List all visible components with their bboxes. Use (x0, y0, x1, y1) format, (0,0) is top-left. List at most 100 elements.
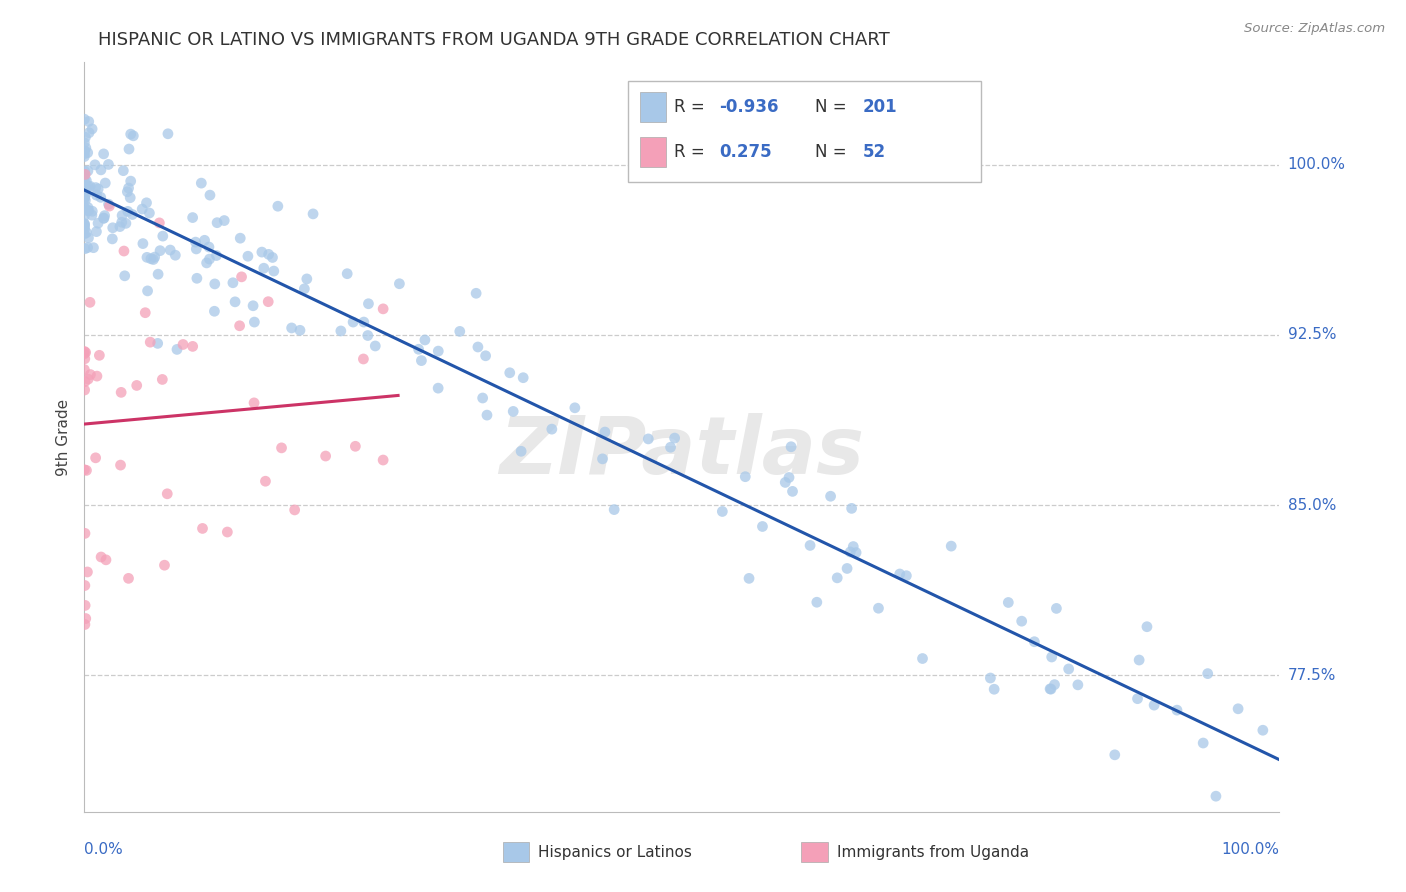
Text: 85.0%: 85.0% (1288, 498, 1336, 513)
Point (80, 208, 103, 222)
Text: 0.0%: 0.0% (84, 842, 124, 856)
Point (84, 180, 107, 194)
Point (212, 213, 235, 227)
Point (79, 368, 101, 382)
Point (1040, 650, 1063, 665)
Text: 100.0%: 100.0% (1222, 842, 1279, 856)
Point (1197, 666, 1219, 681)
Point (868, 601, 890, 615)
Point (143, 250, 166, 264)
Point (228, 318, 250, 333)
Point (75, 463, 97, 477)
Point (896, 568, 918, 582)
Text: Source: ZipAtlas.com: Source: ZipAtlas.com (1244, 22, 1385, 36)
Point (342, 315, 364, 329)
Point (449, 325, 471, 339)
Point (344, 439, 367, 453)
Point (73, 190, 96, 204)
Point (1104, 747, 1126, 762)
Point (156, 127, 179, 141)
Point (75, 180, 97, 194)
Point (142, 252, 165, 267)
Point (411, 353, 433, 368)
Point (1205, 789, 1227, 804)
Point (288, 323, 311, 337)
Point (90, 162, 112, 177)
Point (120, 127, 142, 141)
Point (592, 451, 614, 466)
Point (198, 240, 221, 254)
Point (329, 324, 352, 338)
Point (997, 595, 1019, 609)
Point (711, 504, 734, 518)
Point (190, 176, 212, 190)
Point (73, 344, 96, 359)
Text: 52: 52 (862, 144, 886, 161)
Point (73, 383, 96, 397)
Point (357, 328, 380, 343)
Point (117, 204, 139, 219)
Text: HISPANIC OR LATINO VS IMMIGRANTS FROM UGANDA 9TH GRADE CORRELATION CHART: HISPANIC OR LATINO VS IMMIGRANTS FROM UG… (98, 31, 890, 49)
Point (82, 204, 104, 219)
Point (734, 469, 756, 483)
Point (125, 378, 148, 392)
Point (204, 304, 226, 318)
Point (502, 404, 524, 418)
Point (77, 164, 100, 178)
Point (77, 126, 100, 140)
Point (73, 463, 96, 477)
Point (603, 502, 626, 516)
Point (118, 142, 141, 156)
Point (120, 174, 142, 188)
Point (1192, 736, 1215, 750)
Point (75, 599, 97, 613)
Point (73, 351, 96, 366)
Point (73, 168, 96, 182)
Point (73, 146, 96, 161)
Point (243, 315, 266, 329)
Point (224, 294, 246, 309)
Point (73, 112, 96, 127)
Point (841, 501, 863, 516)
Point (778, 470, 800, 484)
Point (941, 539, 963, 553)
Point (135, 195, 157, 210)
Point (84, 158, 107, 172)
FancyBboxPatch shape (628, 81, 981, 182)
Point (73, 219, 96, 234)
Point (1166, 703, 1188, 717)
Point (352, 351, 374, 366)
Point (820, 489, 842, 503)
Point (186, 242, 208, 256)
Point (73, 201, 96, 215)
Point (593, 425, 616, 439)
Point (664, 431, 686, 445)
Point (284, 503, 307, 517)
Point (73, 192, 96, 206)
Point (263, 264, 285, 278)
Point (86, 188, 108, 202)
Point (1043, 678, 1066, 692)
Point (1011, 614, 1033, 628)
Point (427, 381, 450, 395)
Point (73, 617, 96, 632)
Point (353, 315, 375, 329)
Point (165, 248, 187, 262)
Point (73, 144, 96, 158)
Point (1067, 678, 1090, 692)
Point (73, 242, 96, 256)
Point (198, 252, 221, 266)
Point (1251, 723, 1274, 738)
Point (75, 611, 97, 625)
Point (73, 578, 96, 592)
Point (134, 306, 156, 320)
Point (254, 474, 277, 488)
Point (153, 558, 176, 573)
Point (222, 276, 245, 290)
Point (773, 475, 796, 490)
Point (806, 595, 828, 609)
Point (262, 251, 284, 265)
Point (250, 245, 273, 260)
Point (217, 524, 239, 539)
Point (357, 297, 380, 311)
